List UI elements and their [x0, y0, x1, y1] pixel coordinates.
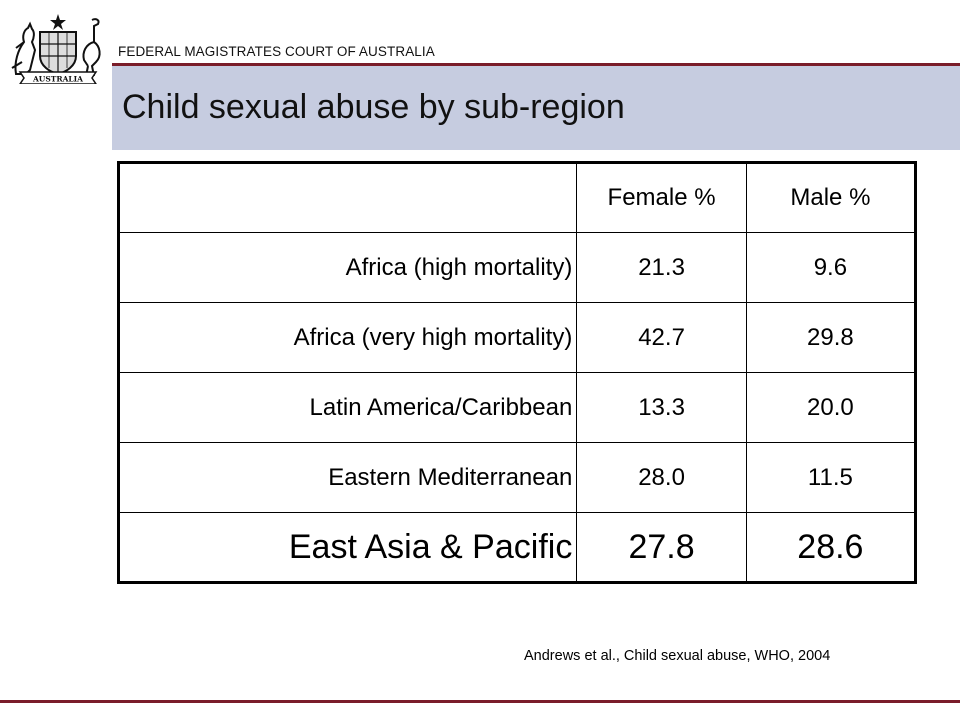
svg-text:AUSTRALIA: AUSTRALIA	[32, 75, 83, 84]
organization-name: FEDERAL MAGISTRATES COURT OF AUSTRALIA	[118, 44, 435, 59]
table-row-highlighted: East Asia & Pacific 27.8 28.6	[117, 512, 917, 583]
female-percent-cell: 21.3	[576, 232, 747, 303]
table-header-row: Female % Male %	[117, 162, 917, 233]
coat-of-arms-icon: AUSTRALIA	[11, 14, 101, 84]
source-citation: Andrews et al., Child sexual abuse, WHO,…	[524, 648, 831, 664]
region-cell: Eastern Mediterranean	[117, 442, 578, 513]
region-cell: East Asia & Pacific	[117, 512, 578, 583]
table-row: Africa (very high mortality) 42.7 29.8	[117, 302, 917, 373]
male-percent-cell: 11.5	[745, 442, 917, 513]
female-percent-cell: 27.8	[576, 512, 747, 583]
region-cell: Latin America/Caribbean	[117, 372, 578, 443]
kangaroo-icon	[11, 21, 37, 75]
scroll-icon	[18, 71, 98, 84]
slide-title: Child sexual abuse by sub-region	[122, 88, 625, 126]
star-icon	[50, 14, 66, 30]
female-percent-cell: 13.3	[576, 372, 747, 443]
table-row: Africa (high mortality) 21.3 9.6	[117, 232, 917, 303]
male-percent-cell: 28.6	[745, 512, 917, 583]
female-percent-cell: 28.0	[576, 442, 747, 513]
female-percent-cell: 42.7	[576, 302, 747, 373]
region-cell: Africa (very high mortality)	[117, 302, 578, 373]
footer-divider	[0, 700, 960, 703]
title-band: Child sexual abuse by sub-region	[112, 66, 960, 150]
male-percent-cell: 9.6	[745, 232, 917, 303]
emu-icon	[82, 18, 101, 77]
header-divider	[112, 63, 960, 66]
table-row: Latin America/Caribbean 13.3 20.0	[117, 372, 917, 443]
column-header-male: Male %	[745, 162, 917, 233]
table-row: Eastern Mediterranean 28.0 11.5	[117, 442, 917, 513]
column-header-female: Female %	[576, 162, 747, 233]
region-cell: Africa (high mortality)	[117, 232, 578, 303]
abuse-by-region-table: Female % Male % Africa (high mortality) …	[117, 161, 917, 584]
column-header-region	[117, 162, 578, 233]
male-percent-cell: 29.8	[745, 302, 917, 373]
male-percent-cell: 20.0	[745, 372, 917, 443]
